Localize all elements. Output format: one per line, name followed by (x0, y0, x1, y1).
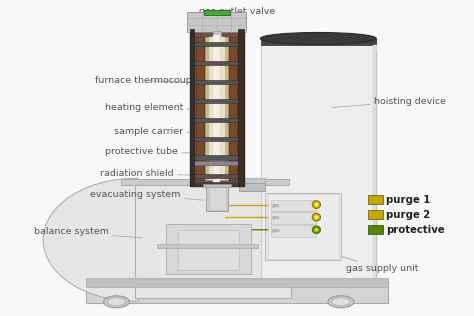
Bar (193, 80, 240, 84)
Bar (204, 10, 230, 15)
Bar (193, 42, 240, 46)
Bar (196, 37, 204, 180)
Bar (121, 179, 289, 185)
Ellipse shape (312, 213, 320, 221)
Bar (265, 193, 341, 260)
Bar (239, 178, 265, 185)
Bar (271, 225, 316, 237)
Bar (213, 35, 220, 182)
Text: protective tube: protective tube (105, 147, 200, 156)
Text: purge 2: purge 2 (386, 210, 430, 220)
Text: purge 1: purge 1 (386, 195, 430, 204)
Bar (271, 212, 316, 224)
Text: hoisting device: hoisting device (332, 97, 446, 107)
Bar (268, 194, 338, 259)
Bar (136, 180, 292, 298)
Ellipse shape (103, 296, 129, 308)
Bar (261, 39, 376, 284)
Ellipse shape (328, 296, 354, 308)
Text: gas: gas (272, 215, 281, 220)
Bar (239, 183, 265, 191)
Ellipse shape (108, 298, 126, 306)
Text: gas: gas (272, 228, 281, 233)
Bar (156, 244, 258, 248)
Text: gas: gas (272, 203, 281, 208)
Bar (368, 225, 383, 234)
Bar (193, 61, 240, 65)
Bar (193, 155, 240, 160)
Ellipse shape (314, 215, 319, 219)
Text: balance system: balance system (34, 228, 142, 238)
Bar (193, 99, 240, 103)
Text: furnace thermocouple: furnace thermocouple (95, 76, 201, 85)
Bar (190, 29, 194, 186)
Text: sample carrier: sample carrier (114, 127, 203, 136)
Bar (86, 277, 388, 287)
Bar (229, 37, 237, 180)
Bar (206, 185, 228, 211)
Ellipse shape (312, 201, 320, 209)
Bar (86, 281, 388, 303)
Ellipse shape (312, 226, 320, 234)
Text: gas supply unit: gas supply unit (315, 248, 418, 273)
Bar (190, 29, 244, 186)
Bar (166, 224, 251, 274)
Ellipse shape (314, 202, 319, 207)
Bar (187, 12, 246, 32)
Bar (368, 210, 383, 219)
Bar (209, 37, 225, 180)
Bar (261, 39, 376, 45)
Ellipse shape (332, 298, 350, 306)
Bar (194, 32, 239, 182)
Bar (373, 45, 377, 277)
Text: gas outlet valve: gas outlet valve (199, 7, 275, 23)
Bar (209, 187, 226, 210)
Text: heating element: heating element (105, 103, 201, 112)
Bar (178, 230, 239, 270)
Bar (193, 118, 240, 122)
Bar (205, 37, 228, 180)
Bar (271, 199, 316, 211)
Wedge shape (43, 179, 138, 301)
Bar (193, 137, 240, 141)
Text: radiation shield: radiation shield (100, 169, 196, 178)
Bar (368, 195, 383, 204)
Bar (203, 184, 231, 187)
Ellipse shape (260, 33, 376, 45)
Bar (193, 161, 240, 165)
Text: evacuating system: evacuating system (91, 190, 203, 200)
Text: protective: protective (386, 225, 445, 235)
Bar (213, 31, 221, 39)
Bar (193, 174, 240, 179)
Bar (238, 29, 244, 186)
Ellipse shape (314, 228, 319, 232)
